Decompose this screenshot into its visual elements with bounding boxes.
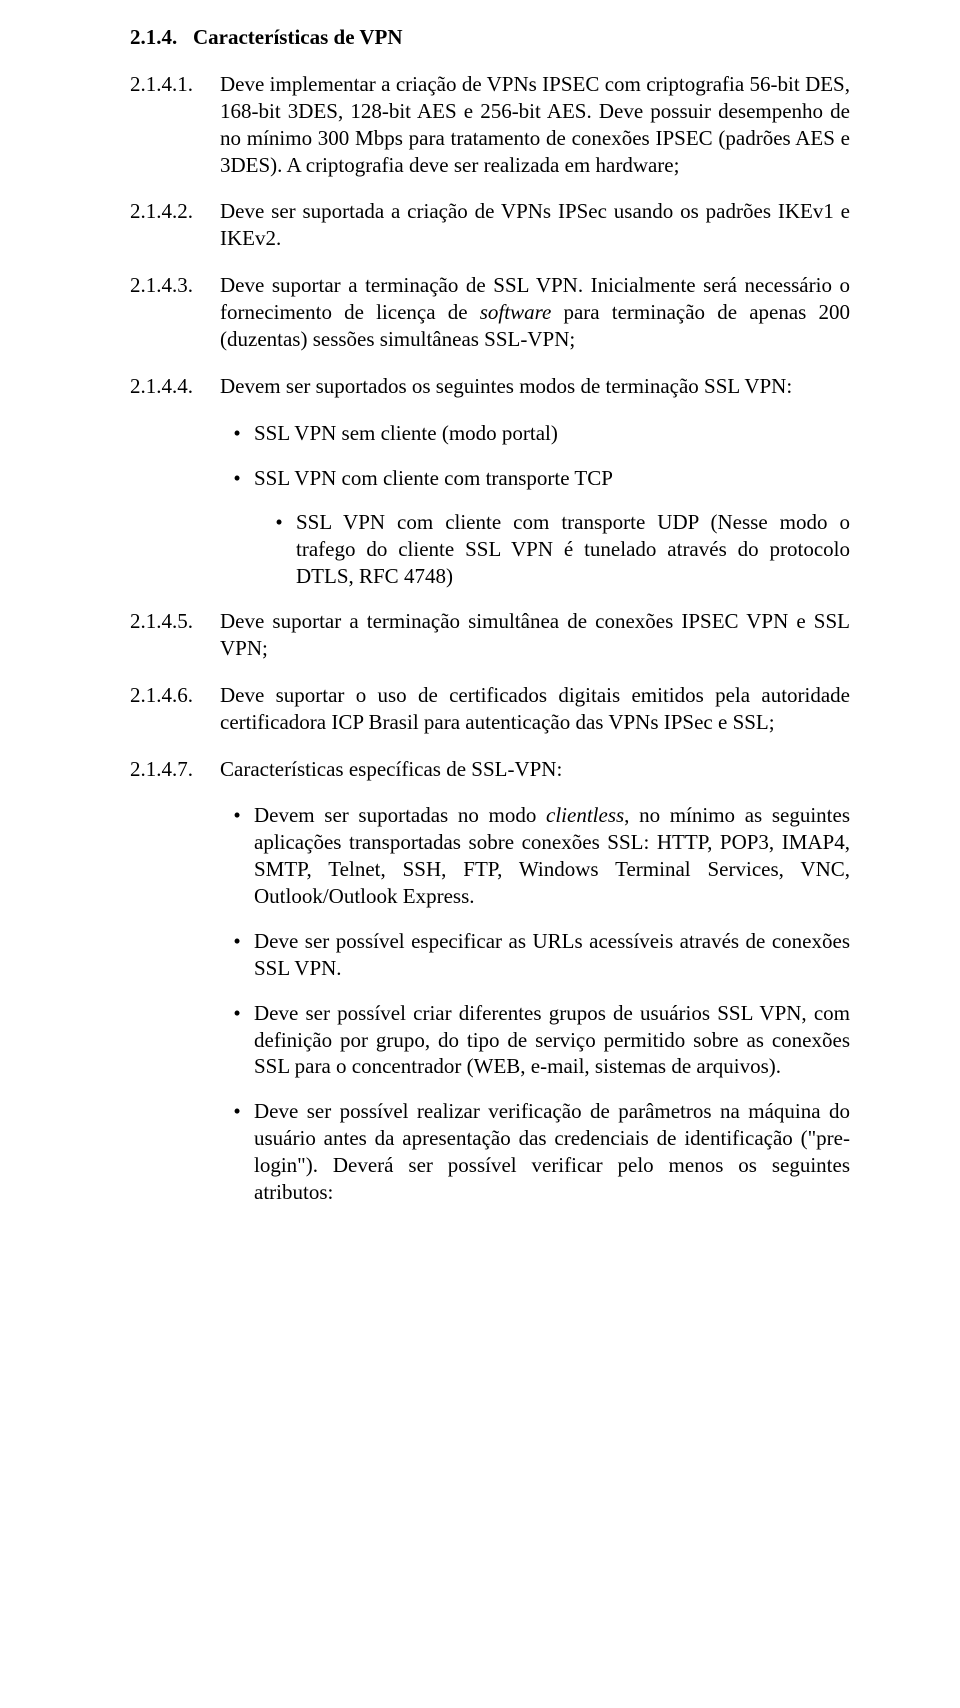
section-number: 2.1.4. — [130, 25, 177, 49]
item-2-1-4-4: 2.1.4.4. Devem ser suportados os seguint… — [130, 373, 850, 400]
italic-text: software — [480, 300, 552, 324]
bullet-text: Deve ser possível realizar verificação d… — [254, 1098, 850, 1206]
item-2-1-4-5: 2.1.4.5. Deve suportar a terminação simu… — [130, 608, 850, 662]
bullet-item: • Deve ser possível criar diferentes gru… — [220, 1000, 850, 1081]
item-2-1-4-7: 2.1.4.7. Características específicas de … — [130, 756, 850, 783]
item-body: Deve ser suportada a criação de VPNs IPS… — [220, 198, 850, 252]
item-body: Deve suportar a terminação simultânea de… — [220, 608, 850, 662]
bullet-icon: • — [220, 1000, 254, 1081]
bullet-text: Deve ser possível criar diferentes grupo… — [254, 1000, 850, 1081]
bullet-text: SSL VPN sem cliente (modo portal) — [254, 420, 850, 447]
item-2-1-4-2: 2.1.4.2. Deve ser suportada a criação de… — [130, 198, 850, 252]
bullet-icon: • — [220, 420, 254, 447]
item-number: 2.1.4.2. — [130, 198, 220, 252]
italic-text: clientless — [546, 803, 624, 827]
bullet-item: • SSL VPN sem cliente (modo portal) — [220, 420, 850, 447]
bullet-list: • Devem ser suportadas no modo clientles… — [220, 802, 850, 1205]
bullet-text: SSL VPN com cliente com transporte TCP — [254, 465, 850, 492]
bullet-text: Deve ser possível especificar as URLs ac… — [254, 928, 850, 982]
document-page: 2.1.4. Características de VPN 2.1.4.1. D… — [0, 0, 960, 1708]
text-fragment: Devem ser suportadas no modo — [254, 803, 546, 827]
bullet-icon: • — [220, 465, 254, 492]
bullet-icon: • — [220, 928, 254, 982]
bullet-item: • SSL VPN com cliente com transporte UDP… — [262, 509, 850, 590]
nested-bullet-list: • SSL VPN com cliente com transporte UDP… — [262, 509, 850, 590]
bullet-text: SSL VPN com cliente com transporte UDP (… — [296, 509, 850, 590]
bullet-item: • Deve ser possível realizar verificação… — [220, 1098, 850, 1206]
item-number: 2.1.4.1. — [130, 71, 220, 179]
bullet-list: • SSL VPN sem cliente (modo portal) • SS… — [220, 420, 850, 590]
item-number: 2.1.4.3. — [130, 272, 220, 353]
section-title: Características de VPN — [193, 25, 403, 49]
bullet-icon: • — [220, 1098, 254, 1206]
item-2-1-4-6: 2.1.4.6. Deve suportar o uso de certific… — [130, 682, 850, 736]
item-2-1-4-3: 2.1.4.3. Deve suportar a terminação de S… — [130, 272, 850, 353]
item-number: 2.1.4.5. — [130, 608, 220, 662]
item-number: 2.1.4.4. — [130, 373, 220, 400]
item-number: 2.1.4.6. — [130, 682, 220, 736]
item-body: Deve implementar a criação de VPNs IPSEC… — [220, 71, 850, 179]
bullet-icon: • — [220, 802, 254, 910]
section-heading: 2.1.4. Características de VPN — [130, 24, 850, 51]
bullet-text: Devem ser suportadas no modo clientless,… — [254, 802, 850, 910]
item-body: Devem ser suportados os seguintes modos … — [220, 373, 850, 400]
item-body: Deve suportar o uso de certificados digi… — [220, 682, 850, 736]
bullet-item: • Devem ser suportadas no modo clientles… — [220, 802, 850, 910]
item-2-1-4-1: 2.1.4.1. Deve implementar a criação de V… — [130, 71, 850, 179]
item-number: 2.1.4.7. — [130, 756, 220, 783]
bullet-item: • Deve ser possível especificar as URLs … — [220, 928, 850, 982]
bullet-item: • SSL VPN com cliente com transporte TCP — [220, 465, 850, 492]
bullet-icon: • — [262, 509, 296, 590]
item-body: Deve suportar a terminação de SSL VPN. I… — [220, 272, 850, 353]
item-body: Características específicas de SSL-VPN: — [220, 756, 850, 783]
